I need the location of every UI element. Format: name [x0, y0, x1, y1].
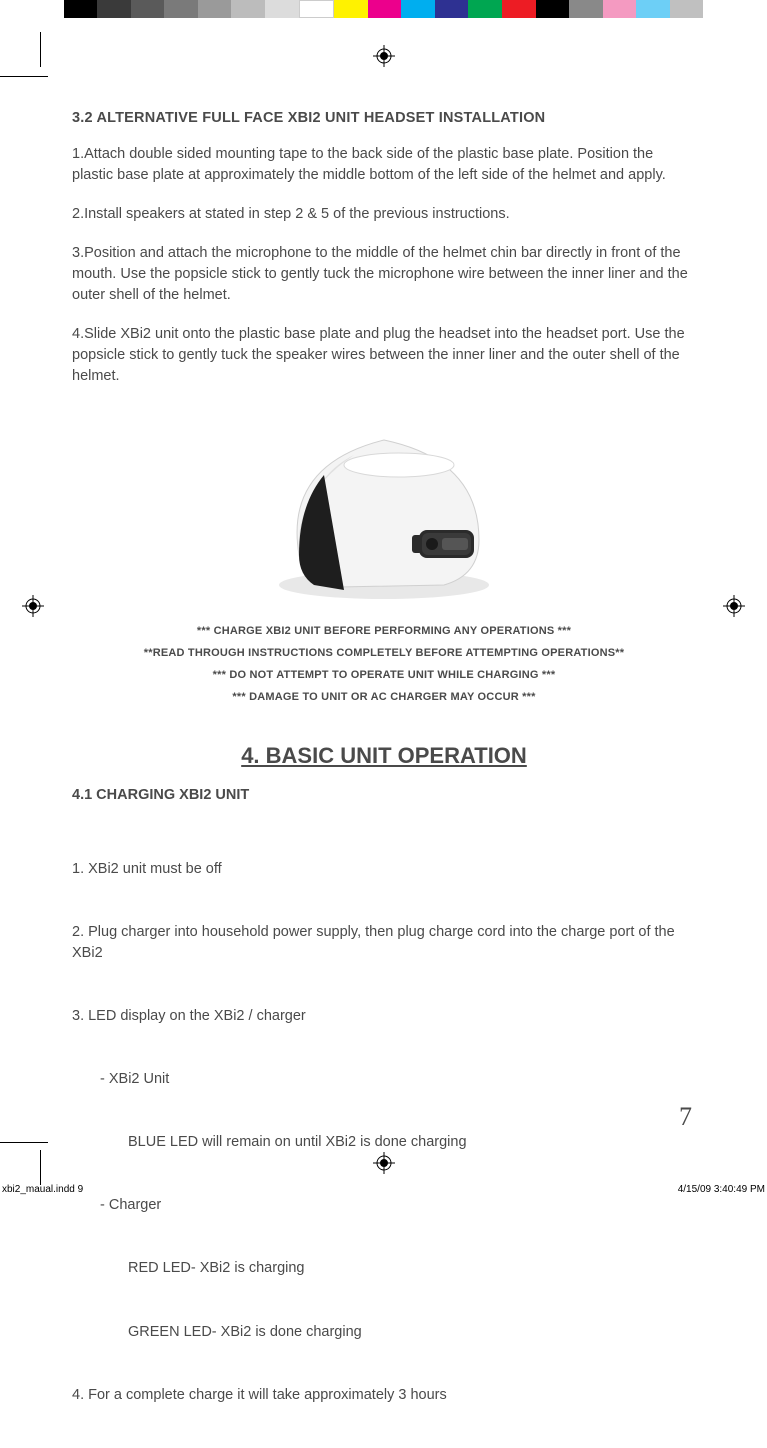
section-3-2-heading: 3.2 ALTERNATIVE FULL FACE XBI2 UNIT HEAD… [72, 110, 696, 126]
registration-mark-icon [723, 595, 745, 617]
warning-3: *** DO NOT ATTEMPT TO OPERATE UNIT WHILE… [72, 669, 696, 681]
line-2: 2. Plug charger into household power sup… [72, 922, 696, 964]
crop-line [0, 1142, 48, 1143]
crop-line [40, 1150, 41, 1185]
step-4: 4.Slide XBi2 unit onto the plastic base … [72, 324, 696, 387]
print-color-bar [64, 0, 704, 18]
line-3b1: RED LED- XBi2 is charging [72, 1258, 696, 1279]
line-4: 4. For a complete charge it will take ap… [72, 1385, 696, 1406]
page-number: 7 [679, 1102, 692, 1132]
page-content: 3.2 ALTERNATIVE FULL FACE XBI2 UNIT HEAD… [72, 110, 696, 1448]
crop-line [40, 32, 41, 67]
section-4-1-heading: 4.1 CHARGING XBI2 UNIT [72, 787, 696, 803]
registration-mark-icon [373, 45, 395, 67]
line-3b2: GREEN LED- XBi2 is done charging [72, 1322, 696, 1343]
helmet-illustration [244, 405, 524, 605]
step-3: 3.Position and attach the microphone to … [72, 243, 696, 306]
line-3a: - XBi2 Unit [72, 1069, 696, 1090]
line-3: 3. LED display on the XBi2 / charger [72, 1006, 696, 1027]
step-1: 1.Attach double sided mounting tape to t… [72, 144, 696, 186]
charging-instructions: 1. XBi2 unit must be off 2. Plug charger… [72, 817, 696, 1447]
warning-4: *** DAMAGE TO UNIT OR AC CHARGER MAY OCC… [72, 691, 696, 703]
crop-line [0, 76, 48, 77]
footer-timestamp: 4/15/09 3:40:49 PM [678, 1184, 765, 1195]
registration-mark-icon [22, 595, 44, 617]
line-3b: - Charger [72, 1195, 696, 1216]
warning-2: **READ THROUGH INSTRUCTIONS COMPLETELY B… [72, 647, 696, 659]
line-1: 1. XBi2 unit must be off [72, 859, 696, 880]
footer-filename: xbi2_maual.indd 9 [2, 1184, 83, 1195]
warning-1: *** CHARGE XBI2 UNIT BEFORE PERFORMING A… [72, 625, 696, 637]
chapter-4-title: 4. BASIC UNIT OPERATION [72, 743, 696, 769]
line-3a1: BLUE LED will remain on until XBi2 is do… [72, 1132, 696, 1153]
step-2: 2.Install speakers at stated in step 2 &… [72, 204, 696, 225]
